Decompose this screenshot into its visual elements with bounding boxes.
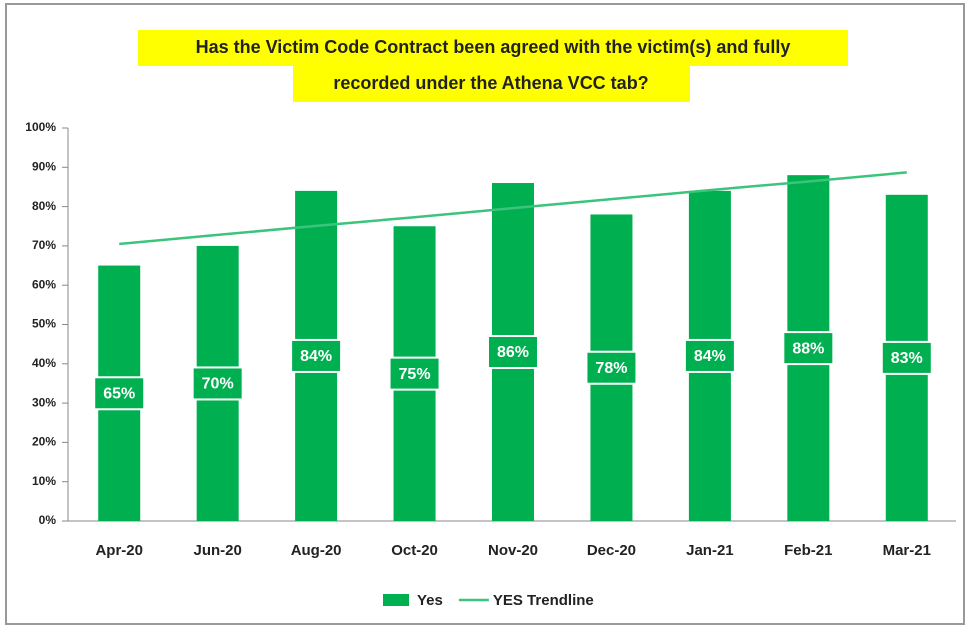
data-label-box bbox=[191, 366, 244, 401]
legend-label: YES Trendline bbox=[493, 592, 594, 609]
legend-label: Yes bbox=[417, 592, 443, 609]
data-label: 78% bbox=[595, 360, 627, 377]
title-box bbox=[138, 30, 848, 66]
data-label-box bbox=[880, 340, 933, 375]
data-label-box bbox=[388, 356, 441, 391]
data-label: 75% bbox=[399, 366, 431, 383]
data-label-box bbox=[782, 331, 835, 366]
x-tick-label: Feb-21 bbox=[784, 542, 832, 559]
data-label: 83% bbox=[891, 350, 923, 367]
data-label: 86% bbox=[497, 344, 529, 361]
y-tick-label: 0% bbox=[39, 513, 57, 527]
y-tick-label: 40% bbox=[32, 356, 56, 370]
x-tick-label: Apr-20 bbox=[95, 542, 143, 559]
y-tick-label: 90% bbox=[32, 159, 56, 173]
trendline bbox=[119, 171, 907, 246]
data-label: 84% bbox=[694, 348, 726, 365]
y-tick-label: 30% bbox=[32, 395, 56, 409]
data-label: 70% bbox=[202, 376, 234, 393]
data-label: 84% bbox=[300, 348, 332, 365]
data-label: 88% bbox=[792, 340, 824, 357]
x-tick-label: Mar-21 bbox=[883, 542, 931, 559]
y-tick-label: 20% bbox=[32, 435, 56, 449]
data-label-box bbox=[487, 335, 539, 370]
data-label: 65% bbox=[103, 385, 135, 402]
x-tick-label: Nov-20 bbox=[488, 542, 538, 559]
data-label-box bbox=[585, 350, 638, 385]
x-tick-label: Oct-20 bbox=[391, 542, 438, 559]
x-tick-label: Jun-20 bbox=[193, 542, 241, 559]
data-label-box bbox=[290, 338, 343, 373]
x-tick-label: Jan-21 bbox=[686, 542, 734, 559]
chart-title: recorded under the Athena VCC tab? bbox=[333, 73, 648, 93]
x-tick-label: Aug-20 bbox=[291, 542, 342, 559]
y-tick-label: 10% bbox=[32, 474, 56, 488]
data-label-box bbox=[93, 376, 146, 411]
y-tick-label: 100% bbox=[25, 120, 56, 134]
y-tick-label: 80% bbox=[32, 199, 56, 213]
x-tick-label: Dec-20 bbox=[587, 542, 636, 559]
y-tick-label: 60% bbox=[32, 277, 56, 291]
y-tick-label: 50% bbox=[32, 317, 56, 331]
title-box bbox=[293, 66, 690, 102]
y-tick-label: 70% bbox=[32, 238, 56, 252]
legend-swatch bbox=[383, 594, 409, 606]
chart-title: Has the Victim Code Contract been agreed… bbox=[196, 37, 791, 57]
data-label-box bbox=[683, 338, 736, 373]
